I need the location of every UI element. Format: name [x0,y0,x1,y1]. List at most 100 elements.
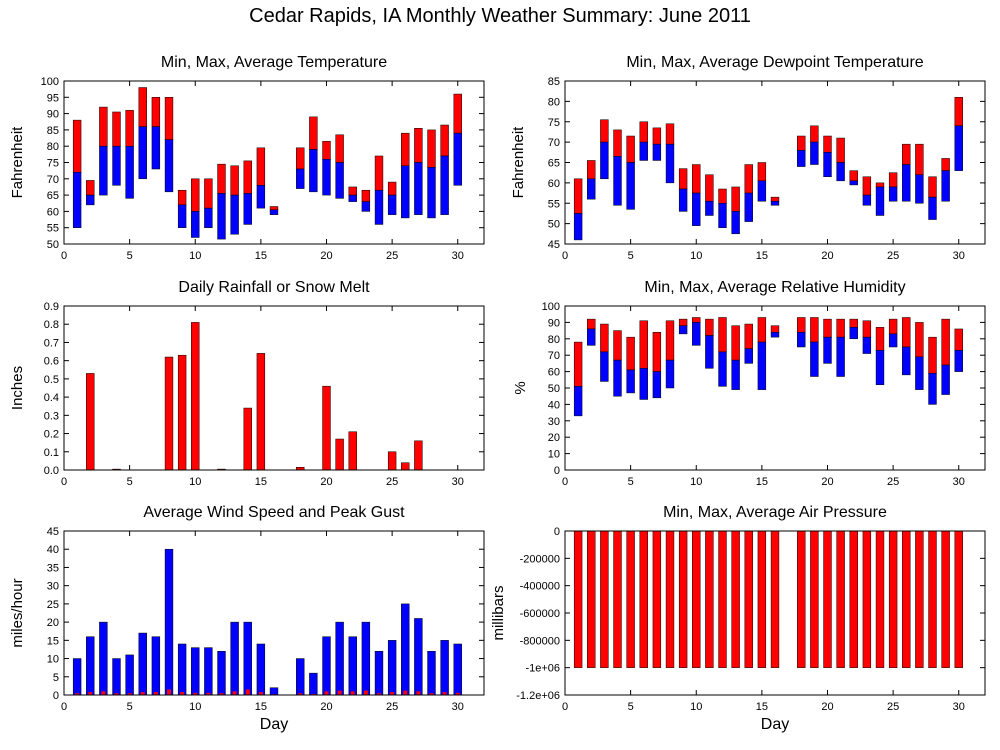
pressure-ylabel: millibars [490,585,507,640]
pressure-bar [888,530,898,668]
wind-bar-series-1 [245,689,250,695]
wind-ytick-label: 10 [47,654,59,666]
wind-bar-series-1 [232,691,237,695]
wind-bar-series-1 [219,693,224,695]
humidity-bar-upper [915,322,924,358]
temp-bar-upper [99,106,108,147]
dewpoint-ytick-label: 65 [548,158,560,170]
dewpoint-bar-upper [915,143,924,175]
rain-ytick-label: 0.3 [44,410,59,422]
temp-xtick-label: 0 [61,250,67,262]
wind-bar-series-0 [440,640,449,696]
dewpoint-bar-lower [888,186,898,202]
wind-bar-series-1 [114,693,119,695]
pressure-bar [823,530,832,668]
rain-xtick-label: 0 [61,476,67,488]
pressure-ytick-label: -200000 [520,553,560,565]
temp-title: Min, Max, Average Temperature [161,54,387,71]
dewpoint-bar-upper [941,158,950,171]
wind-bar-series-1 [455,692,460,695]
humidity-bar-lower [678,325,688,335]
pressure-xlabel: Day [761,716,789,733]
temp-bar-upper [374,155,384,191]
dewpoint-bar-upper [744,164,753,194]
temp-bar-upper [387,181,397,196]
temp-ytick-label: 80 [47,141,59,153]
temp-bar-lower [112,145,121,186]
humidity-bar-lower [573,386,583,417]
humidity-bar-upper [587,318,596,330]
temp-ytick-label: 75 [47,158,59,170]
humidity-bar-lower [797,331,806,348]
humidity-ytick-label: 90 [548,317,560,329]
humidity-ytick-label: 0 [554,465,560,477]
temp-bar-upper [335,134,344,163]
wind-bar-series-1 [258,692,263,695]
temp-xtick-label: 30 [452,250,464,262]
temp-bar-lower [86,194,95,206]
dewpoint-bar-upper [770,196,780,202]
humidity-xtick-label: 5 [628,476,634,488]
dewpoint-bar-upper [718,188,727,204]
pressure-bar [652,530,662,668]
temp-bar-upper [322,141,331,160]
temp-bar-upper [164,97,174,140]
dewpoint-bar-upper [678,168,688,190]
wind-bar-series-0 [309,672,318,696]
temp-ytick-label: 50 [47,239,59,251]
dewpoint-plot-frame [564,80,986,245]
temp-bar-lower [177,204,187,228]
dewpoint-ylabel: Fahrenheit [510,126,527,199]
dewpoint-ytick-label: 55 [548,198,560,210]
pressure-title: Min, Max, Average Air Pressure [663,504,887,521]
wind-bar-series-1 [206,692,211,695]
dewpoint-bar-lower [731,211,740,235]
temp-xtick-label: 10 [189,250,201,262]
wind-bar-series-1 [101,691,106,695]
dewpoint-bar-lower [954,125,963,171]
dewpoint-bar-lower [613,156,622,206]
wind-bar-series-0 [256,643,266,696]
humidity-bar-upper [941,318,950,366]
dewpoint-xtick-label: 30 [953,250,965,262]
temp-bar-lower [164,139,174,193]
pressure-bar [954,530,963,668]
wind-bar-series-0 [269,687,279,696]
dewpoint-bar-lower [823,152,832,178]
wind-bar-series-1 [88,692,93,695]
wind-bar-series-1 [298,693,303,695]
pressure-plot-frame [564,530,986,696]
humidity-bar-lower [770,331,780,338]
temp-ytick-label: 90 [47,109,59,121]
dewpoint-bar-lower [928,196,937,220]
humidity-bar-upper [810,317,819,343]
pressure-xtick-label: 25 [887,701,899,713]
dewpoint-bar-upper [862,176,872,196]
humidity-bar-lower [705,335,714,369]
wind-bar-series-0 [335,621,344,696]
humidity-bar-upper [823,318,832,338]
wind-bar-series-0 [296,658,305,696]
wind-ylabel: miles/hour [9,578,26,647]
humidity-bar-upper [888,318,898,335]
pressure-bar [573,530,583,668]
dewpoint-chart: Min, Max, Average Dewpoint Temperature 45… [510,54,986,262]
wind-bar-series-0 [453,643,462,696]
dewpoint-bar-upper [652,127,662,145]
wind-plot-frame [63,530,485,696]
pressure-xtick-label: 30 [953,701,965,713]
dewpoint-bar-upper [875,182,885,188]
temp-bar-upper [414,128,423,163]
wind-xtick-label: 25 [386,701,398,713]
pressure-ytick-label: -800000 [520,635,560,647]
humidity-bar-lower [862,336,872,354]
rain-bar [348,431,357,471]
temp-bar-upper [427,129,436,168]
wind-bar-series-1 [140,692,145,695]
rain-bar [335,438,344,471]
dewpoint-bar-upper [613,129,622,157]
humidity-bar-upper [639,320,648,369]
pressure-bar [665,530,675,668]
humidity-title: Min, Max, Average Relative Humidity [644,279,905,296]
temp-bar-upper [230,165,239,196]
